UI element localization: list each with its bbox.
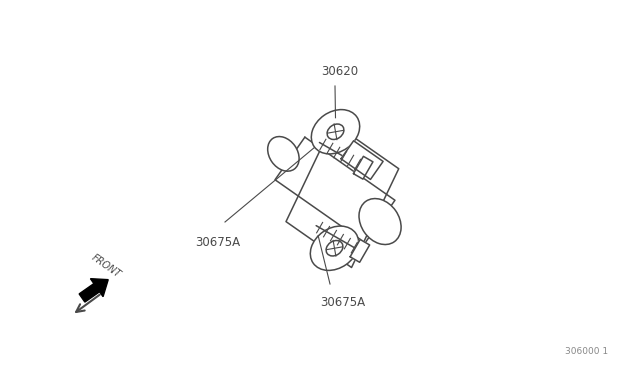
Ellipse shape xyxy=(327,124,344,140)
Ellipse shape xyxy=(268,137,299,171)
Polygon shape xyxy=(341,141,383,179)
Text: 306000 1: 306000 1 xyxy=(565,347,608,356)
Polygon shape xyxy=(286,123,399,267)
Ellipse shape xyxy=(311,110,360,154)
Text: 30675A: 30675A xyxy=(195,236,240,249)
Ellipse shape xyxy=(359,199,401,244)
Polygon shape xyxy=(350,240,370,262)
Text: 30620: 30620 xyxy=(321,65,358,78)
Polygon shape xyxy=(353,156,373,179)
Text: 30675A: 30675A xyxy=(320,296,365,309)
Text: FRONT: FRONT xyxy=(90,253,123,280)
Ellipse shape xyxy=(326,241,343,256)
Polygon shape xyxy=(275,137,395,243)
Ellipse shape xyxy=(310,226,358,270)
Polygon shape xyxy=(79,279,108,302)
